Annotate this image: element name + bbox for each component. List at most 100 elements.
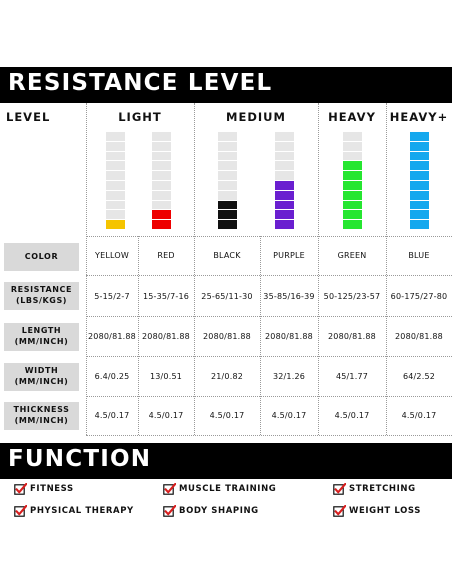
cell-color-black: BLACK (213, 251, 241, 260)
header-light: LIGHT (118, 110, 162, 124)
cell-color-blue: BLUE (408, 251, 430, 260)
bar-segment-empty (106, 190, 125, 201)
cell-color-red: RED (157, 251, 175, 260)
bar-segment-empty (343, 141, 362, 152)
header-level: LEVEL (6, 110, 51, 124)
section-title: RESISTANCE LEVEL (8, 70, 273, 96)
cell-resistance-green: 50-125/23-57 (323, 292, 381, 301)
cell-length-blue: 2080/81.88 (395, 332, 443, 341)
checkbox-checked-icon (14, 505, 27, 517)
cell-color-purple: PURPLE (273, 251, 305, 260)
cell-length-purple: 2080/81.88 (265, 332, 313, 341)
row-label-resistance: RESISTANCE (LBS/KGS) (4, 282, 79, 310)
bar-segment-empty (106, 132, 125, 142)
bar-segment-filled (275, 210, 294, 221)
bar-segment-empty (106, 141, 125, 152)
bar-segment-filled (410, 151, 429, 162)
row-label-length: LENGTH (MM/INCH) (4, 323, 79, 351)
bar-segment-filled (275, 220, 294, 230)
bar-green (343, 132, 362, 230)
bar-segment-empty (218, 141, 237, 152)
bar-segment-filled (275, 200, 294, 211)
header-heavy: HEAVY (328, 110, 376, 124)
bar-segment-filled (152, 210, 171, 221)
bar-segment-filled (410, 210, 429, 221)
function-item-physical-therapy: PHYSICAL THERAPY (14, 505, 134, 517)
bar-yellow (106, 132, 125, 230)
function-item-stretching: STRETCHING (333, 483, 416, 495)
bar-segment-filled (343, 220, 362, 230)
bar-segment-filled (410, 161, 429, 172)
cell-thickness-yellow: 4.5/0.17 (94, 411, 130, 420)
cell-length-red: 2080/81.88 (142, 332, 190, 341)
bar-segment-filled (343, 190, 362, 201)
cell-resistance-purple: 35-85/16-39 (263, 292, 315, 301)
bar-segment-filled (106, 220, 125, 230)
cell-length-green: 2080/81.88 (328, 332, 376, 341)
bar-segment-empty (152, 190, 171, 201)
bar-segment-filled (343, 200, 362, 211)
checkbox-checked-icon (333, 483, 346, 495)
header-medium: MEDIUM (226, 110, 286, 124)
row-label-thickness: THICKNESS (MM/INCH) (4, 402, 79, 430)
bar-segment-empty (106, 200, 125, 211)
cell-resistance-red: 15-35/7-16 (142, 292, 190, 301)
function-label: STRETCHING (349, 484, 416, 494)
bar-segment-filled (410, 190, 429, 201)
bar-segment-empty (275, 132, 294, 142)
bar-segment-filled (410, 220, 429, 230)
bar-blue (410, 132, 429, 230)
bar-segment-empty (152, 132, 171, 142)
bar-segment-filled (218, 200, 237, 211)
bar-segment-filled (410, 132, 429, 142)
checkbox-checked-icon (333, 505, 346, 517)
cell-width-red: 13/0.51 (149, 372, 183, 381)
bar-segment-empty (218, 132, 237, 142)
bar-segment-filled (343, 161, 362, 172)
resistance-level-banner: RESISTANCE LEVEL (0, 67, 452, 103)
bar-red (152, 132, 171, 230)
bar-segment-filled (343, 180, 362, 191)
checkbox-checked-icon (163, 505, 176, 517)
bar-segment-empty (343, 151, 362, 162)
function-label: MUSCLE TRAINING (179, 484, 277, 494)
function-label: PHYSICAL THERAPY (30, 506, 134, 516)
bar-purple (275, 132, 294, 230)
bar-segment-filled (152, 220, 171, 230)
bar-segment-empty (343, 132, 362, 142)
bar-segment-empty (275, 151, 294, 162)
cell-color-yellow: YELLOW (95, 251, 129, 260)
cell-width-yellow: 6.4/0.25 (94, 372, 130, 381)
function-label: BODY SHAPING (179, 506, 259, 516)
bar-segment-empty (218, 190, 237, 201)
cell-resistance-yellow: 5-15/2-7 (94, 292, 130, 301)
bar-segment-empty (106, 180, 125, 191)
cell-thickness-black: 4.5/0.17 (209, 411, 245, 420)
checkbox-checked-icon (163, 483, 176, 495)
bar-segment-filled (410, 180, 429, 191)
cell-width-green: 45/1.77 (335, 372, 369, 381)
bar-segment-filled (343, 171, 362, 181)
checkbox-checked-icon (14, 483, 27, 495)
function-title: FUNCTION (8, 446, 152, 472)
bar-segment-empty (275, 171, 294, 181)
bar-segment-empty (152, 151, 171, 162)
cell-thickness-blue: 4.5/0.17 (401, 411, 437, 420)
bar-segment-filled (218, 220, 237, 230)
bar-segment-empty (152, 161, 171, 172)
bar-segment-filled (410, 200, 429, 211)
cell-width-black: 21/0.82 (210, 372, 244, 381)
function-label: WEIGHT LOSS (349, 506, 421, 516)
function-item-fitness: FITNESS (14, 483, 74, 495)
bar-segment-empty (152, 141, 171, 152)
bar-segment-empty (218, 151, 237, 162)
bar-segment-filled (343, 210, 362, 221)
bar-segment-filled (410, 141, 429, 152)
cell-resistance-black: 25-65/11-30 (201, 292, 253, 301)
cell-thickness-purple: 4.5/0.17 (271, 411, 307, 420)
bar-segment-filled (275, 190, 294, 201)
bar-segment-filled (410, 171, 429, 181)
bar-black (218, 132, 237, 230)
bar-segment-empty (152, 171, 171, 181)
bar-segment-empty (106, 161, 125, 172)
